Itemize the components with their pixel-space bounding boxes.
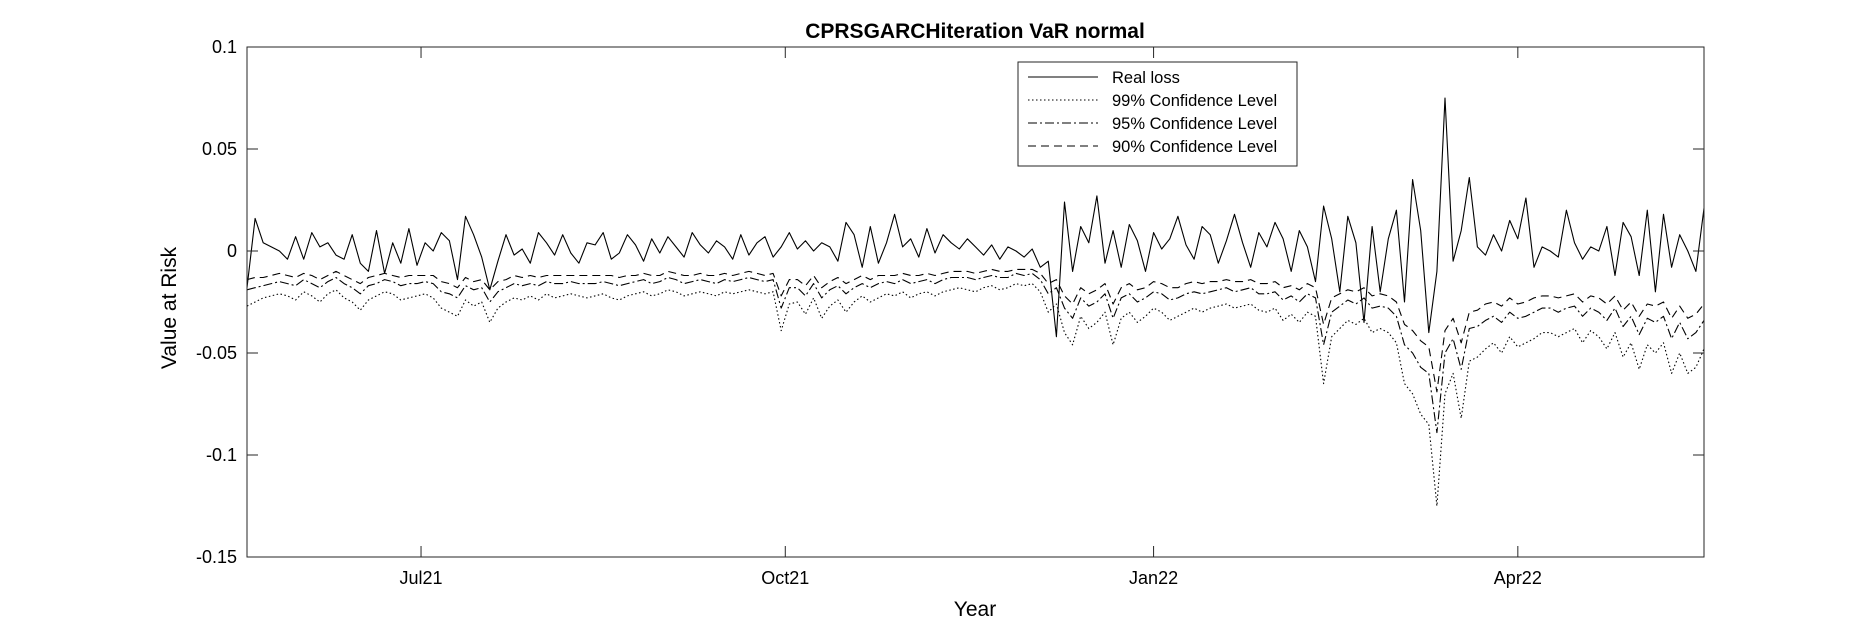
y-tick-label: -0.1 bbox=[206, 445, 237, 465]
chart-title: CPRSGARCHiteration VaR normal bbox=[805, 20, 1145, 43]
series-line-4 bbox=[246, 268, 1705, 393]
y-tick-label: -0.15 bbox=[196, 547, 237, 567]
y-tick-label: 0 bbox=[227, 241, 237, 261]
legend-box bbox=[1017, 61, 1298, 167]
y-tick-label: 0.1 bbox=[212, 37, 237, 57]
x-tick-label: Apr22 bbox=[1494, 568, 1542, 588]
series-line-3 bbox=[246, 272, 1705, 434]
series-line-2 bbox=[246, 283, 1705, 507]
x-tick-label: Oct21 bbox=[761, 568, 809, 588]
legend-label-1: Real loss bbox=[1112, 69, 1180, 87]
legend-label-2: 99% Confidence Level bbox=[1112, 92, 1277, 110]
x-tick-label: Jul21 bbox=[400, 568, 443, 588]
legend-label-3: 95% Confidence Level bbox=[1112, 115, 1277, 133]
y-tick-label: -0.05 bbox=[196, 343, 237, 363]
x-tick-label: Jan22 bbox=[1129, 568, 1178, 588]
x-axis-label: Year bbox=[954, 598, 996, 621]
plot-area: -0.15 -0.1 -0.05 0 0.05 0.1 Jul21 Oct21 Jan22 Apr… bbox=[196, 37, 1705, 588]
axes-box bbox=[246, 46, 1705, 558]
legend: Real loss 99% Confidence Level 95% Confide… bbox=[1017, 61, 1298, 167]
y-tick-label: 0.05 bbox=[202, 139, 237, 159]
legend-label-4: 90% Confidence Level bbox=[1112, 138, 1277, 156]
series-line-1 bbox=[246, 97, 1705, 338]
y-axis-label: Value at Risk bbox=[158, 246, 181, 369]
